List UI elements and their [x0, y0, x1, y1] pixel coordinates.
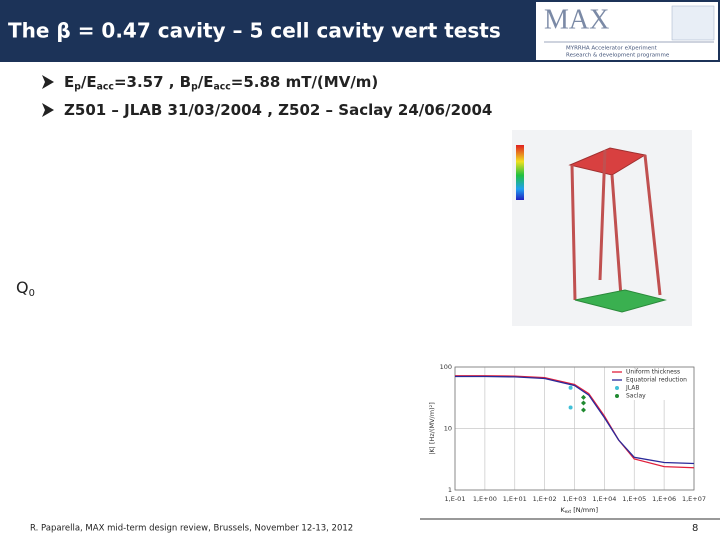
- text-part: ext: [565, 509, 572, 514]
- text-part: K: [561, 506, 566, 514]
- logo-line: Research & development programme: [566, 53, 670, 59]
- data-point: [568, 405, 573, 410]
- legend-label: JLAB: [625, 385, 639, 392]
- y-tick-label: 100: [440, 363, 452, 371]
- bullet: Ep/Eacc=3.57 , Bp/Eacc=5.88 mT/(MV/m): [64, 73, 378, 93]
- bullet-arrow: [42, 75, 54, 89]
- legend-label: Saclay: [626, 393, 646, 400]
- logo-line: MYRRHA Accelerator eXperiment: [566, 46, 658, 52]
- cavity-image: [512, 130, 692, 326]
- legend-box: [609, 376, 689, 384]
- text-part: 0: [29, 288, 35, 299]
- logo-emblem: [671, 5, 715, 41]
- data-point: [568, 385, 573, 390]
- text-part: /E: [198, 73, 214, 91]
- text-part: p: [74, 81, 81, 92]
- page-number: 8: [692, 523, 698, 534]
- text-part: acc: [97, 81, 114, 92]
- text-part: acc: [213, 81, 230, 92]
- data-point: [580, 400, 586, 406]
- data-point: [580, 394, 586, 400]
- y-axis-label: |K| [Hz/(MV/m)²]: [428, 402, 436, 455]
- text-part: Z501 – JLAB 31/03/2004 , Z502 – Saclay 2…: [64, 101, 492, 119]
- legend-swatch: [615, 394, 619, 398]
- text-part: /E: [81, 73, 97, 91]
- bottom-spider: [574, 289, 667, 313]
- legend-label: Uniform thickness: [626, 369, 680, 376]
- x-tick-label: 1,E+07: [682, 495, 706, 503]
- struts: [570, 149, 662, 311]
- logo: MAX: [544, 4, 609, 35]
- x-axis-label: Kext [N/mm]: [561, 506, 598, 514]
- bullet: Z501 – JLAB 31/03/2004 , Z502 – Saclay 2…: [64, 101, 492, 119]
- legend-label: Equatorial reduction: [626, 377, 687, 384]
- q-label: Q0: [16, 278, 35, 299]
- legend-box: [609, 368, 689, 376]
- text-part: E: [64, 73, 74, 91]
- colorbar: [516, 145, 524, 200]
- plot-frame: [454, 366, 695, 491]
- legend-box: [609, 384, 689, 392]
- x-tick-label: 1,E+04: [592, 495, 616, 503]
- slide-title: The β = 0.47 cavity – 5 cell cavity vert…: [8, 19, 501, 43]
- text-part: =3.57 , B: [114, 73, 191, 91]
- series-line: [455, 375, 695, 465]
- x-tick-label: 1,E+00: [473, 495, 497, 503]
- text-part: [N/mm]: [571, 506, 598, 514]
- data-point: [580, 407, 586, 413]
- text-part: =5.88 mT/(MV/m): [231, 73, 379, 91]
- bullet-arrow: [42, 103, 54, 117]
- series-line: [455, 375, 695, 469]
- legend-swatch: [615, 386, 619, 390]
- y-tick-label: 10: [444, 425, 452, 433]
- x-tick-label: 1,E+01: [503, 495, 527, 503]
- x-tick-label: 1,E+06: [652, 495, 676, 503]
- x-tick-label: 1,E+02: [533, 495, 557, 503]
- footer-citation: R. Paparella, MAX mid-term design review…: [30, 524, 353, 534]
- x-tick-label: 1,E-01: [445, 495, 466, 503]
- x-tick-label: 1,E+03: [562, 495, 586, 503]
- y-tick-label: 1: [448, 486, 452, 494]
- text-part: Q: [16, 278, 29, 297]
- text-part: p: [191, 81, 198, 92]
- x-tick-label: 1,E+05: [622, 495, 646, 503]
- legend-box: [609, 392, 689, 400]
